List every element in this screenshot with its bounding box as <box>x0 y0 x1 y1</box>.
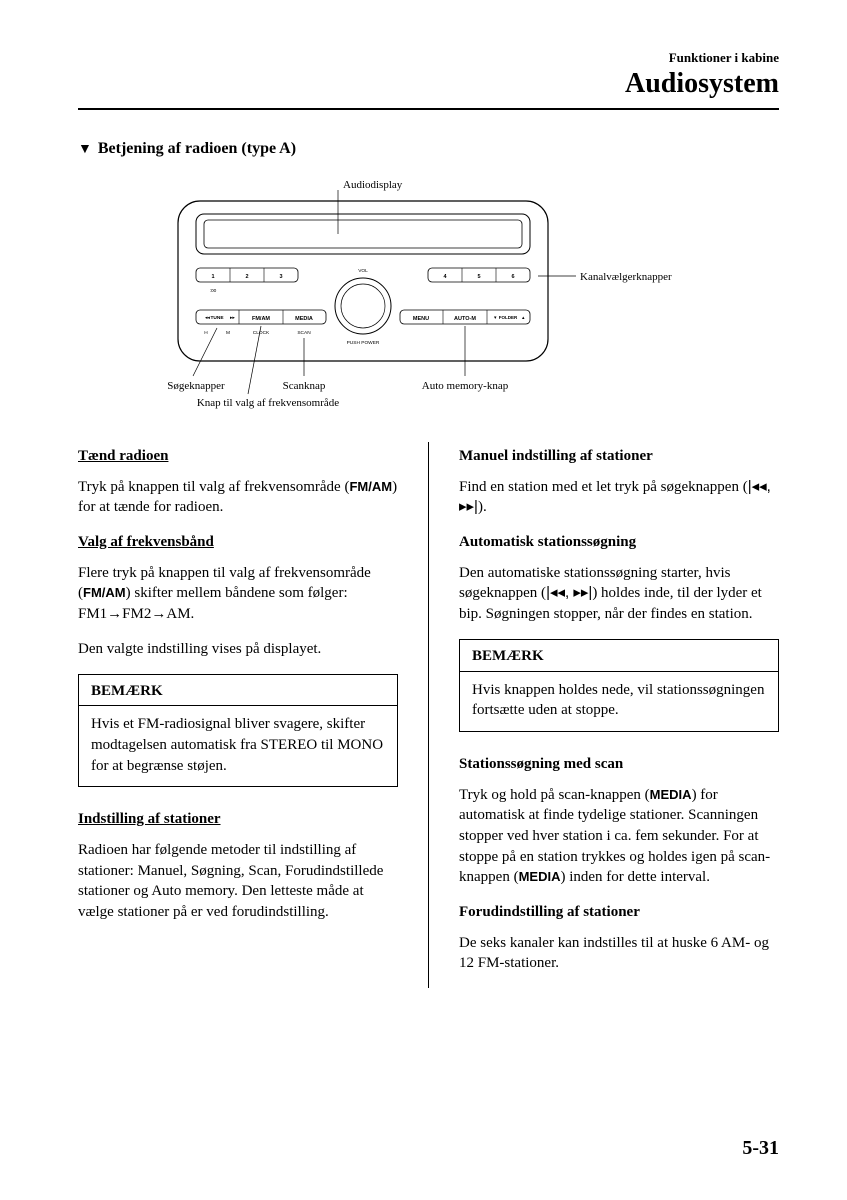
radio-diagram: 1 2 3 :00 4 5 6 VOL PUSH POWER ◂◂ TUNE ▸… <box>78 176 779 416</box>
preset-4: 4 <box>443 274 447 280</box>
fmam-inline: FM/AM <box>349 479 392 494</box>
column-divider <box>428 442 429 988</box>
h-label: H <box>204 330 208 336</box>
left-column: Tænd radioen Tryk på knappen til valg af… <box>78 442 398 988</box>
time-label: :00 <box>210 288 217 294</box>
frekvensknap-label: Knap til valg af frekvensområde <box>197 397 339 409</box>
push-power-label: PUSH POWER <box>347 340 380 346</box>
scan-label: SCAN <box>297 330 311 336</box>
automemory-label: Auto memory-knap <box>422 380 509 392</box>
clock-label: CLOCK <box>253 330 270 336</box>
fmam-button: FM/AM <box>252 316 270 322</box>
right-h4: Forudindstilling af stationer <box>459 902 779 923</box>
svg-text:▸▸: ▸▸ <box>230 316 235 321</box>
left-note-body: Hvis et FM-radiosignal bliver svagere, s… <box>79 706 397 786</box>
tune-label: TUNE <box>210 315 224 321</box>
page-number: 5-31 <box>742 1137 779 1160</box>
svg-text:▴: ▴ <box>522 316 525 321</box>
media-inline-1: MEDIA <box>650 787 692 802</box>
left-p3: Den valgte indstilling vises på displaye… <box>78 639 398 660</box>
right-column: Manuel indstilling af stationer Find en … <box>459 442 779 988</box>
left-h2: Valg af frekvensbånd <box>78 532 398 553</box>
preset-1: 1 <box>211 274 214 280</box>
right-p4: De seks kanaler kan indstilles til at hu… <box>459 933 779 974</box>
left-h3: Indstilling af stationer <box>78 809 398 830</box>
seek-icons-2: |◂◂, ▸▸| <box>546 584 592 601</box>
autom-button: AUTO-M <box>454 316 476 322</box>
menu-button: MENU <box>413 316 429 322</box>
page-header: Funktioner i kabine Audiosystem <box>78 50 779 100</box>
right-h1: Manuel indstilling af stationer <box>459 446 779 467</box>
triangle-icon: ▼ <box>78 142 92 158</box>
right-h3: Stationssøgning med scan <box>459 754 779 775</box>
right-p1: Find en station med et let tryk på søgek… <box>459 477 779 518</box>
section-heading-text: Betjening af radioen (type A) <box>98 140 296 157</box>
left-p4: Radioen har følgende metoder til indstil… <box>78 840 398 923</box>
scanknap-label: Scanknap <box>283 380 326 392</box>
right-note-box: BEMÆRK Hvis knappen holdes nede, vil sta… <box>459 639 779 732</box>
left-h1: Tænd radioen <box>78 446 398 467</box>
right-note-title: BEMÆRK <box>460 640 778 672</box>
right-note-body: Hvis knappen holdes nede, vil stationssø… <box>460 672 778 731</box>
preset-2: 2 <box>245 274 248 280</box>
header-rule <box>78 108 779 110</box>
folder-button: FOLDER <box>499 315 518 320</box>
media-inline-2: MEDIA <box>519 869 561 884</box>
m-label: M <box>226 330 230 336</box>
right-p2: Den automatiske stationssøgning starter,… <box>459 563 779 625</box>
vol-label: VOL <box>358 268 368 274</box>
content-columns: Tænd radioen Tryk på knappen til valg af… <box>78 442 779 988</box>
preset-3: 3 <box>279 274 282 280</box>
left-p1: Tryk på knappen til valg af frekvensområ… <box>78 477 398 518</box>
audiodisplay-label: Audiodisplay <box>343 179 403 191</box>
kanalvaelger-label: Kanalvælgerknapper <box>580 271 672 283</box>
super-title: Funktioner i kabine <box>78 50 779 66</box>
main-title: Audiosystem <box>78 68 779 100</box>
svg-text:▾: ▾ <box>494 316 497 321</box>
left-note-box: BEMÆRK Hvis et FM-radiosignal bliver sva… <box>78 674 398 788</box>
preset-5: 5 <box>477 274 480 280</box>
section-heading: ▼ Betjening af radioen (type A) <box>78 140 779 158</box>
sogeknapper-label: Søgeknapper <box>167 380 225 392</box>
right-p3: Tryk og hold på scan-knappen (MEDIA) for… <box>459 785 779 888</box>
fmam-inline-2: FM/AM <box>83 585 126 600</box>
left-p2: Flere tryk på knappen til valg af frekve… <box>78 563 398 625</box>
right-h2: Automatisk stationssøgning <box>459 532 779 553</box>
preset-6: 6 <box>511 274 514 280</box>
media-button: MEDIA <box>295 316 313 322</box>
left-note-title: BEMÆRK <box>79 675 397 707</box>
